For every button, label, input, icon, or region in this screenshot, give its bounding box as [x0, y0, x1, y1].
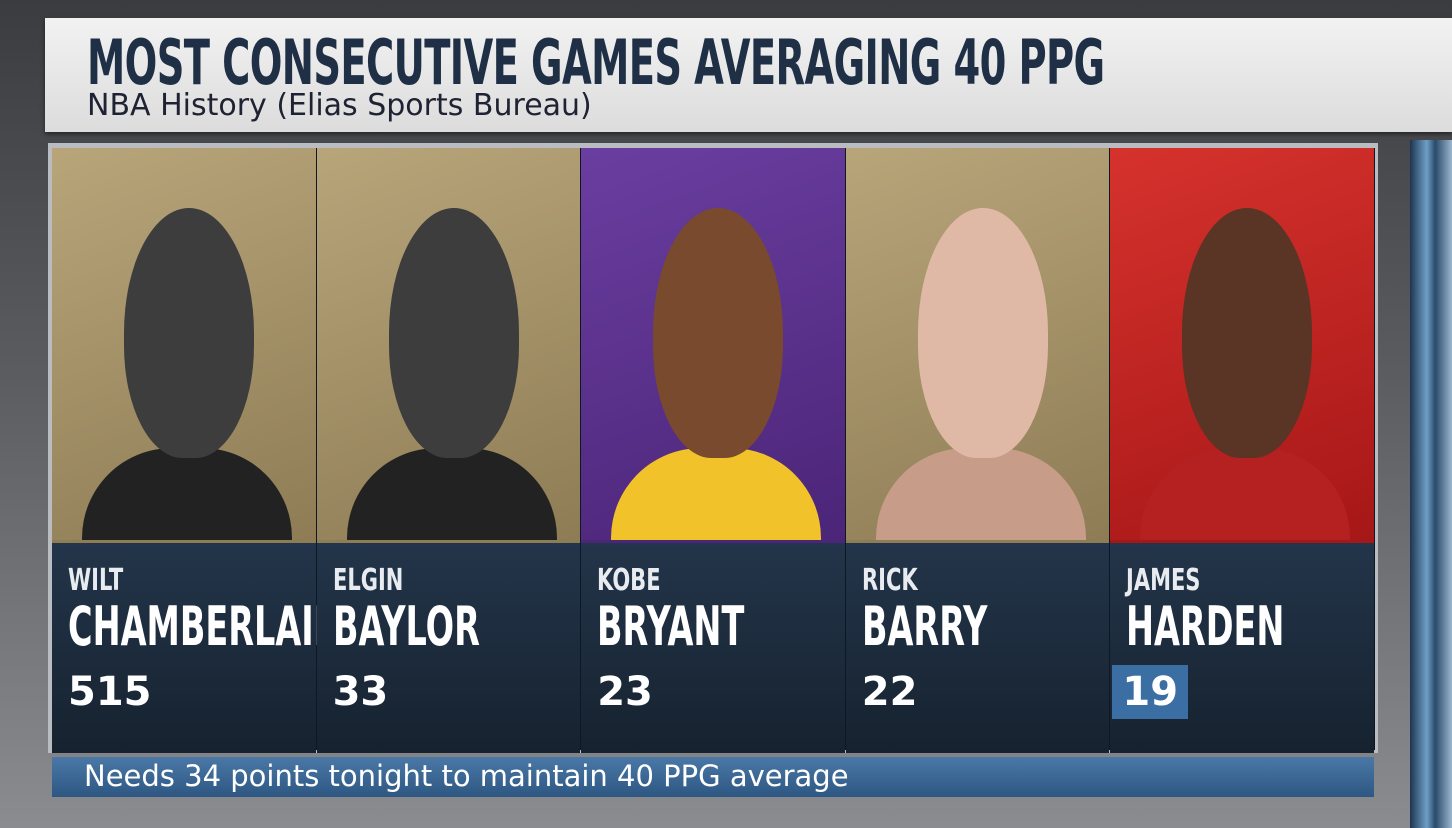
header: MOST CONSECUTIVE GAMES AVERAGING 40 PPG … — [45, 18, 1452, 132]
head — [388, 208, 519, 458]
player-info: KOBE BRYANT 23 — [581, 540, 845, 753]
player-card: ELGIN BAYLOR 33 — [316, 148, 582, 753]
player-photo — [845, 148, 1110, 540]
last-name: CHAMBERLAIN — [68, 595, 342, 658]
shoulders — [875, 448, 1086, 540]
games: 33 — [332, 669, 389, 715]
cards: WILT CHAMBERLAIN 515 ELGIN BAYLOR 33 KOB… — [52, 148, 1375, 753]
player-info: ELGIN BAYLOR 33 — [316, 540, 581, 753]
head — [124, 208, 254, 458]
footer-bar: Needs 34 points tonight to maintain 40 P… — [52, 757, 1374, 797]
first-name: ELGIN — [332, 563, 403, 598]
first-name: JAMES — [1126, 563, 1201, 598]
first-name: RICK — [861, 563, 918, 598]
shoulders — [346, 448, 557, 540]
head — [1182, 208, 1313, 458]
player-photo — [52, 148, 316, 540]
player-card: WILT CHAMBERLAIN 515 — [52, 148, 342, 753]
head — [917, 208, 1048, 458]
shoulders — [611, 448, 822, 540]
footer-text: Needs 34 points tonight to maintain 40 P… — [84, 759, 849, 793]
first-name: KOBE — [597, 563, 661, 598]
panel: WILT CHAMBERLAIN 515 ELGIN BAYLOR 33 KOB… — [48, 143, 1378, 753]
first-name: WILT — [68, 563, 124, 598]
frame-stripe — [1410, 140, 1452, 828]
player-info: JAMES HARDEN 19 — [1110, 540, 1374, 753]
player-photo — [316, 148, 581, 540]
games: 23 — [597, 669, 653, 715]
player-photo — [581, 148, 845, 540]
games: 22 — [861, 669, 918, 715]
last-name: BARRY — [861, 595, 988, 658]
player-info: RICK BARRY 22 — [845, 540, 1110, 753]
title: MOST CONSECUTIVE GAMES AVERAGING 40 PPG — [87, 26, 1105, 99]
player-card: JAMES HARDEN 19 — [1110, 148, 1375, 753]
player-card: RICK BARRY 22 — [845, 148, 1111, 753]
head — [653, 208, 784, 458]
games-highlight: 19 — [1112, 665, 1189, 719]
last-name: BRYANT — [597, 595, 745, 658]
player-card: KOBE BRYANT 23 — [581, 148, 846, 753]
player-info: WILT CHAMBERLAIN 515 — [52, 540, 342, 753]
subtitle: NBA History (Elias Sports Bureau) — [87, 88, 592, 123]
player-photo — [1110, 148, 1374, 540]
shoulders — [1140, 448, 1351, 540]
games: 515 — [68, 669, 152, 715]
last-name: HARDEN — [1126, 595, 1285, 658]
shoulders — [82, 448, 292, 540]
last-name: BAYLOR — [332, 595, 480, 658]
